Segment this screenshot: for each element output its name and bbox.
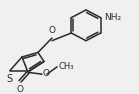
Text: CH₃: CH₃ [59,62,75,71]
Text: NH₂: NH₂ [104,13,121,22]
Text: O: O [17,85,23,94]
Text: O: O [49,26,55,35]
Text: S: S [6,74,12,84]
Text: O: O [43,69,50,78]
